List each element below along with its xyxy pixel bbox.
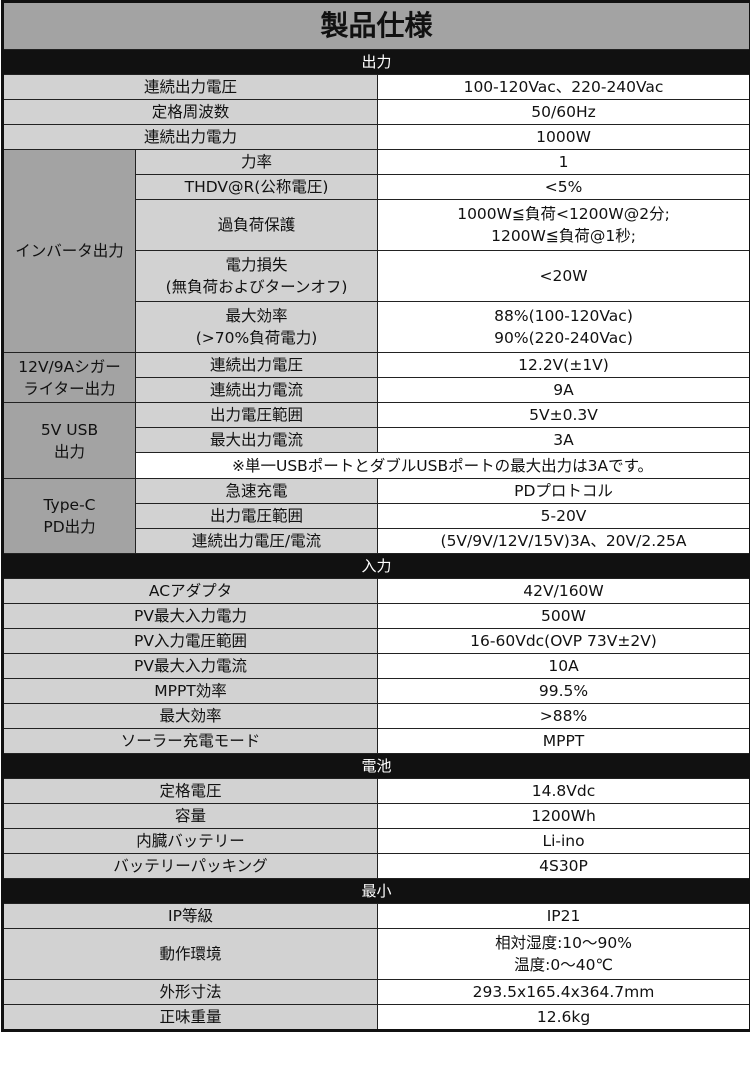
- spec-value: 293.5x165.4x364.7mm: [376, 979, 750, 1005]
- spec-value: 100-120Vac、220-240Vac: [376, 74, 750, 100]
- spec-value: <20W: [376, 250, 750, 302]
- label-line: 最大効率: [225, 307, 288, 325]
- label-line: (無負荷およびターンオフ): [165, 278, 348, 296]
- spec-label: THDV@R(公称電圧): [135, 174, 378, 200]
- spec-value: 500W: [376, 603, 750, 629]
- spec-label: 最大効率: [2, 703, 378, 729]
- spec-label: 連続出力電圧: [2, 74, 378, 100]
- spec-label: バッテリーパッキング: [2, 853, 378, 879]
- spec-table: 製品仕様 出力 連続出力電圧 100-120Vac、220-240Vac 定格周波…: [1, 0, 750, 1032]
- value-line: 88%(100-120Vac): [494, 307, 633, 325]
- spec-value: >88%: [376, 703, 750, 729]
- spec-label: 連続出力電圧/電流: [135, 528, 378, 554]
- spec-label: 過負荷保護: [135, 199, 378, 251]
- value-line: 1200W≦負荷@1秒;: [491, 227, 636, 245]
- spec-value: 9A: [376, 377, 750, 403]
- spec-value: 99.5%: [376, 678, 750, 704]
- spec-label: ACアダプタ: [2, 578, 378, 604]
- spec-value: 1000W≦負荷<1200W@2分; 1200W≦負荷@1秒;: [376, 199, 750, 251]
- spec-label: 最大出力電流: [135, 427, 378, 453]
- spec-label: 外形寸法: [2, 979, 378, 1005]
- spec-label: ソーラー充電モード: [2, 728, 378, 754]
- spec-value: 1: [376, 149, 750, 175]
- spec-label: 連続出力電圧: [135, 352, 378, 378]
- spec-value: MPPT: [376, 728, 750, 754]
- spec-label: PV入力電圧範囲: [2, 628, 378, 654]
- spec-label: 動作環境: [2, 928, 378, 980]
- spec-value: 12.6kg: [376, 1004, 750, 1031]
- group-line: ライター出力: [23, 379, 116, 398]
- spec-value: 1200Wh: [376, 803, 750, 829]
- spec-value: 5-20V: [376, 503, 750, 529]
- spec-label: 容量: [2, 803, 378, 829]
- spec-value: 12.2V(±1V): [376, 352, 750, 378]
- label-line: (>70%負荷電力): [195, 329, 318, 347]
- spec-label: 出力電圧範囲: [135, 402, 378, 428]
- spec-label: 出力電圧範囲: [135, 503, 378, 529]
- spec-value: (5V/9V/12V/15V)3A、20V/2.25A: [376, 528, 750, 554]
- group-line: 出力: [53, 442, 85, 461]
- spec-value: 50/60Hz: [376, 99, 750, 125]
- value-line: 90%(220-240Vac): [494, 329, 633, 347]
- spec-value: Li-ino: [376, 828, 750, 854]
- spec-value: 相対湿度:10～90% 温度:0～40℃: [376, 928, 750, 980]
- spec-label: IP等級: [2, 903, 378, 929]
- section-header-battery: 電池: [1, 753, 750, 779]
- group-label-typec: Type-C PD出力: [2, 478, 136, 554]
- spec-label: 電力損失 (無負荷およびターンオフ): [135, 250, 378, 302]
- section-header-input: 入力: [1, 553, 750, 579]
- spec-label: 正味重量: [2, 1004, 378, 1031]
- group-line: 12V/9Aシガー: [18, 357, 121, 376]
- spec-value: 16-60Vdc(OVP 73V±2V): [376, 628, 750, 654]
- spec-value: 10A: [376, 653, 750, 679]
- value-line: 温度:0～40℃: [514, 956, 613, 974]
- spec-label: 定格周波数: [2, 99, 378, 125]
- spec-value: IP21: [376, 903, 750, 929]
- group-label-cigar: 12V/9Aシガー ライター出力: [2, 352, 136, 403]
- label-line: 電力損失: [225, 256, 288, 274]
- group-line: Type-C: [43, 496, 96, 514]
- group-line: 5V USB: [40, 420, 99, 439]
- group-line: PD出力: [43, 518, 96, 536]
- spec-label: 連続出力電力: [2, 124, 378, 150]
- spec-value: 88%(100-120Vac) 90%(220-240Vac): [376, 301, 750, 353]
- spec-label: 内臓バッテリー: [2, 828, 378, 854]
- spec-label: PV最大入力電力: [2, 603, 378, 629]
- section-header-output: 出力: [1, 49, 750, 75]
- usb-note: ※単一USBポートとダブルUSBポートの最大出力は3Aです。: [134, 452, 750, 479]
- value-line: 1000W≦負荷<1200W@2分;: [457, 205, 670, 223]
- spec-value: 4S30P: [376, 853, 750, 879]
- spec-value: <5%: [376, 174, 750, 200]
- spec-label: 力率: [135, 149, 378, 175]
- value-line: 相対湿度:10～90%: [495, 934, 632, 952]
- page-title: 製品仕様: [1, 1, 750, 50]
- spec-value: 5V±0.3V: [376, 402, 750, 428]
- spec-value: 42V/160W: [376, 578, 750, 604]
- spec-value: 1000W: [376, 124, 750, 150]
- spec-label: 定格電圧: [2, 778, 378, 804]
- spec-label: 最大効率 (>70%負荷電力): [135, 301, 378, 353]
- group-label-usb: 5V USB 出力: [2, 402, 136, 479]
- spec-value: 14.8Vdc: [376, 778, 750, 804]
- spec-label: 急速充電: [135, 478, 378, 504]
- spec-value: PDプロトコル: [376, 478, 750, 504]
- spec-value: 3A: [376, 427, 750, 453]
- group-label-inverter: インバータ出力: [2, 149, 136, 353]
- section-header-minimum: 最小: [1, 878, 750, 904]
- spec-label: PV最大入力電流: [2, 653, 378, 679]
- spec-label: 連続出力電流: [135, 377, 378, 403]
- spec-label: MPPT効率: [2, 678, 378, 704]
